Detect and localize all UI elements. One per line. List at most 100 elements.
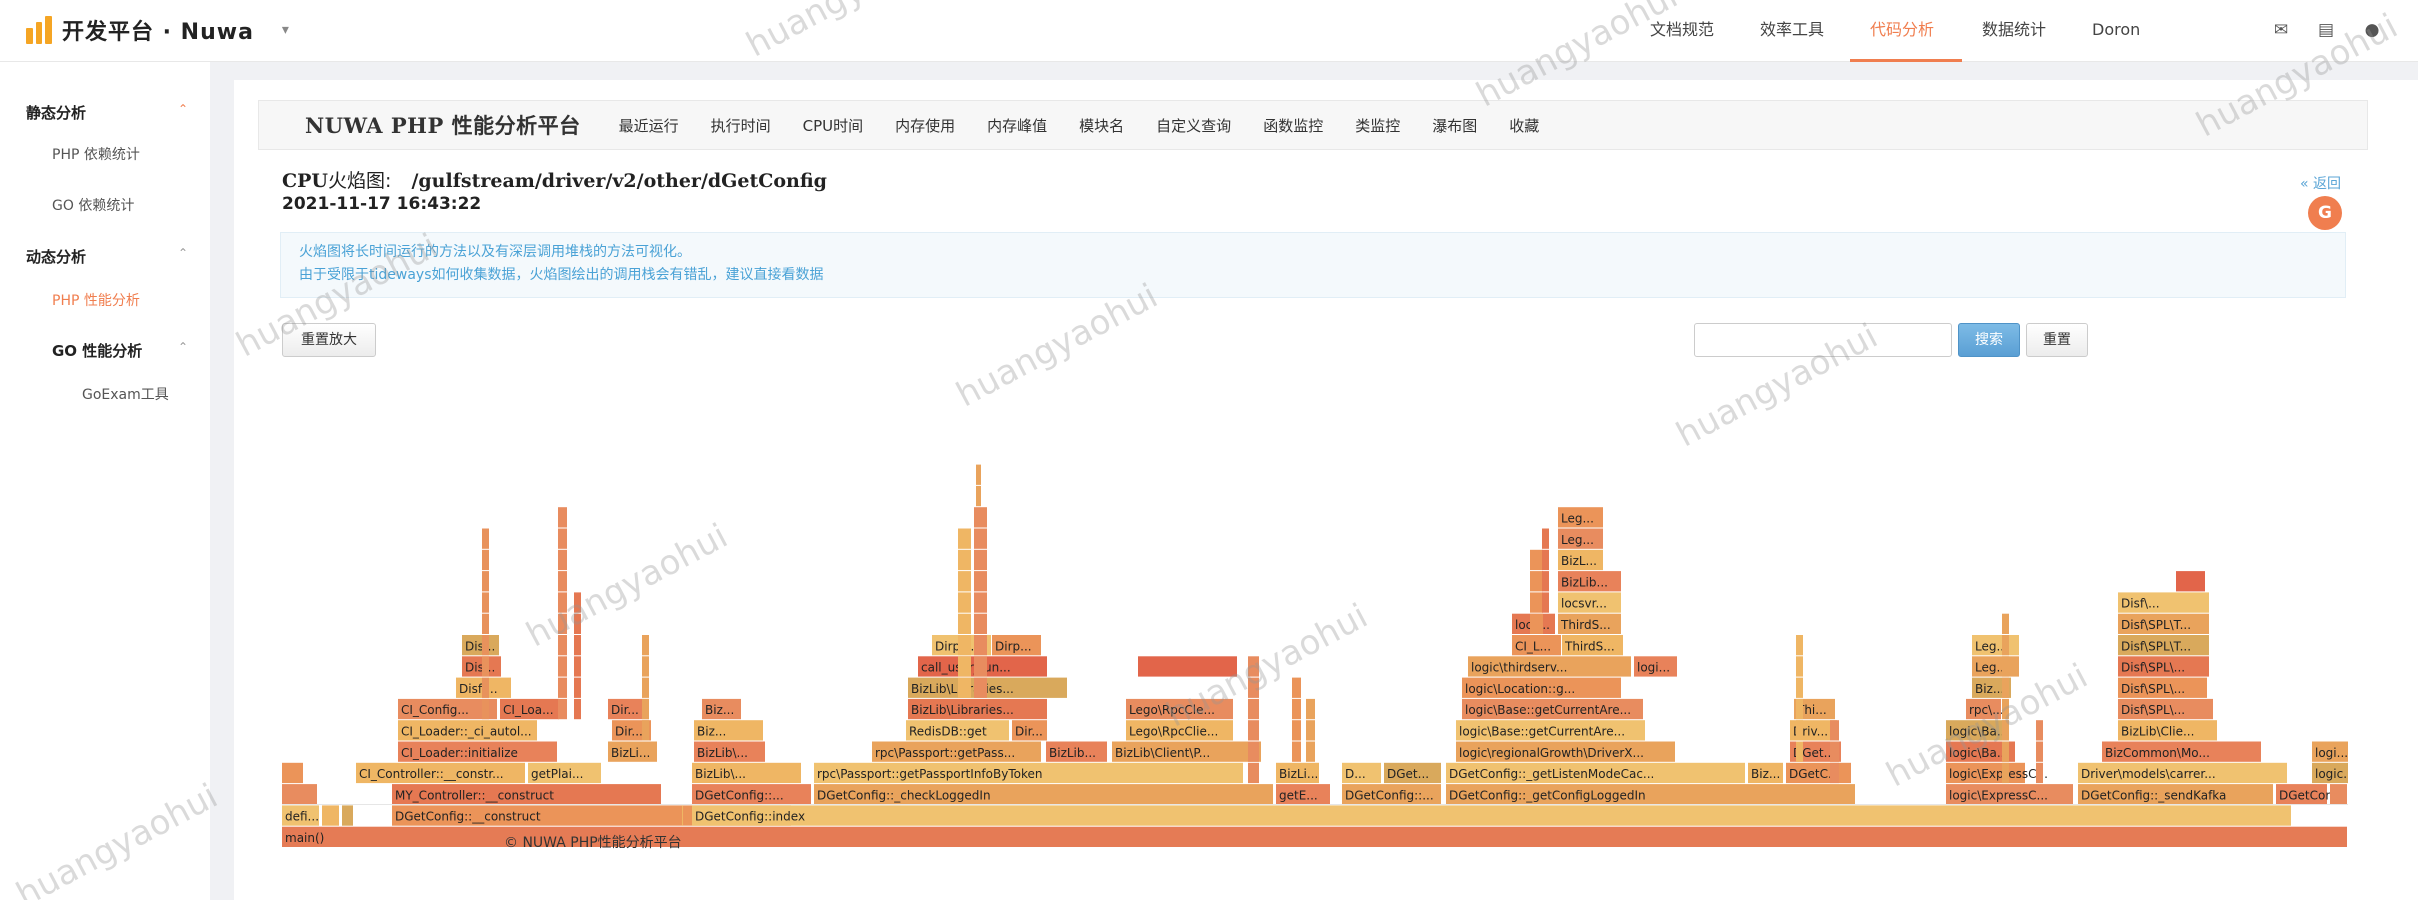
back-badge-icon[interactable]: G — [2308, 196, 2342, 230]
flame-frame[interactable] — [642, 720, 649, 741]
flame-frame[interactable] — [2002, 762, 2009, 784]
flame-frame[interactable] — [974, 635, 987, 656]
flame-frame[interactable] — [2118, 677, 2207, 698]
flame-frame[interactable] — [482, 656, 489, 677]
flame-frame[interactable] — [694, 741, 765, 762]
flame-frame[interactable] — [974, 528, 987, 549]
flame-frame[interactable] — [1456, 741, 1675, 762]
flame-frame[interactable] — [1342, 762, 1381, 784]
search-button[interactable]: 搜索 — [1958, 323, 2020, 357]
flame-frame[interactable] — [1276, 762, 1319, 784]
flame-frame[interactable] — [814, 762, 1243, 784]
flame-frame[interactable] — [1972, 677, 2011, 698]
flame-frame[interactable] — [1530, 613, 1543, 634]
chevron-down-icon[interactable]: ▾ — [281, 22, 289, 38]
flame-frame[interactable] — [392, 805, 791, 826]
flame-frame[interactable] — [1292, 720, 1301, 741]
flame-frame[interactable] — [958, 571, 971, 592]
document-icon[interactable]: ▤ — [2317, 20, 2335, 40]
flame-frame[interactable] — [282, 805, 319, 826]
flame-frame[interactable] — [1462, 677, 1621, 698]
flame-frame[interactable] — [482, 571, 489, 592]
flame-frame[interactable] — [558, 571, 567, 592]
search-input[interactable] — [1694, 323, 1952, 357]
tab-recent-runs[interactable]: 最近运行 — [618, 116, 679, 135]
tab-exec-time[interactable]: 执行时间 — [710, 116, 771, 135]
flame-frame[interactable] — [2118, 592, 2209, 613]
flame-frame[interactable] — [2176, 571, 2205, 592]
flame-frame[interactable] — [2002, 635, 2009, 656]
flame-frame[interactable] — [1830, 741, 1839, 762]
flame-frame[interactable] — [2078, 762, 2287, 784]
flame-frame[interactable] — [2330, 784, 2347, 805]
flame-frame[interactable] — [1446, 784, 1855, 805]
flame-frame[interactable] — [958, 677, 971, 698]
flame-frame[interactable] — [574, 592, 581, 613]
flame-frame[interactable] — [908, 698, 1047, 720]
flame-frame[interactable] — [1456, 720, 1645, 741]
tab-memory-peak[interactable]: 内存峰值 — [987, 116, 1048, 135]
user-icon[interactable]: ● — [2364, 20, 2380, 40]
flame-frame[interactable] — [558, 656, 567, 677]
flame-frame[interactable] — [872, 741, 1041, 762]
flame-frame[interactable] — [574, 635, 581, 656]
flame-frame[interactable] — [2312, 762, 2348, 784]
flame-frame[interactable] — [1542, 528, 1549, 549]
flame-frame[interactable] — [974, 571, 987, 592]
flame-frame[interactable] — [574, 613, 581, 634]
flame-frame[interactable] — [958, 635, 971, 656]
flame-frame[interactable] — [482, 528, 489, 549]
flame-frame[interactable] — [558, 549, 567, 571]
flame-frame[interactable] — [482, 549, 489, 571]
flame-frame[interactable] — [1796, 635, 1803, 656]
flame-frame[interactable] — [2002, 613, 2009, 634]
flame-frame[interactable] — [398, 720, 537, 741]
flame-frame[interactable] — [1384, 762, 1441, 784]
flame-frame[interactable] — [958, 528, 971, 549]
brand[interactable]: 开发平台 · Nuwa ▾ — [26, 14, 289, 46]
flame-frame[interactable] — [462, 635, 499, 656]
flame-frame[interactable] — [528, 762, 601, 784]
flame-frame[interactable] — [558, 677, 567, 698]
flame-frame[interactable] — [1796, 677, 1803, 698]
flame-frame[interactable] — [1634, 656, 1677, 677]
flame-frame[interactable] — [574, 656, 581, 677]
nav-docs[interactable]: 文档规范 — [1650, 20, 1715, 39]
tab-cpu-time[interactable]: CPU时间 — [802, 116, 864, 135]
flame-frame[interactable] — [2002, 698, 2009, 720]
tab-custom-query[interactable]: 自定义查询 — [1156, 116, 1232, 135]
flame-frame[interactable] — [1530, 549, 1543, 571]
flame-frame[interactable] — [642, 698, 649, 720]
flame-frame[interactable] — [1248, 677, 1259, 698]
tab-memory-usage[interactable]: 内存使用 — [895, 116, 956, 135]
flame-frame[interactable] — [574, 698, 581, 720]
flame-frame[interactable] — [1830, 762, 1839, 784]
flame-frame[interactable] — [692, 762, 801, 784]
nav-code-analysis[interactable]: 代码分析 — [1850, 0, 1962, 62]
flame-frame[interactable] — [974, 613, 987, 634]
sidebar-group-dynamic[interactable]: 动态分析 ⌃ — [0, 246, 210, 267]
flame-frame[interactable] — [2002, 720, 2009, 741]
flame-frame[interactable] — [2002, 741, 2009, 762]
flame-frame[interactable] — [1946, 720, 2009, 741]
flame-frame[interactable] — [976, 464, 981, 485]
flame-frame[interactable] — [1248, 762, 1259, 784]
flame-frame[interactable] — [1558, 528, 1603, 549]
flame-frame[interactable] — [642, 635, 649, 656]
back-link[interactable]: « 返回 — [2300, 176, 2342, 192]
reset-zoom-button[interactable]: 重置放大 — [282, 323, 376, 357]
sidebar-item-go-dependency[interactable]: GO 依赖统计 — [52, 198, 135, 214]
flame-frame[interactable] — [958, 613, 971, 634]
flame-frame[interactable] — [558, 635, 567, 656]
flame-frame[interactable] — [642, 677, 649, 698]
flame-frame[interactable] — [1468, 656, 1631, 677]
flame-frame[interactable] — [692, 805, 2291, 826]
flame-frame[interactable] — [2118, 720, 2217, 741]
tab-module-name[interactable]: 模块名 — [1079, 116, 1125, 135]
flame-frame[interactable] — [612, 720, 651, 741]
tab-favorites[interactable]: 收藏 — [1509, 116, 1540, 135]
flame-frame[interactable] — [974, 592, 987, 613]
flame-frame[interactable] — [1558, 507, 1603, 528]
flame-frame[interactable] — [906, 720, 1009, 741]
flame-frame[interactable] — [992, 635, 1041, 656]
